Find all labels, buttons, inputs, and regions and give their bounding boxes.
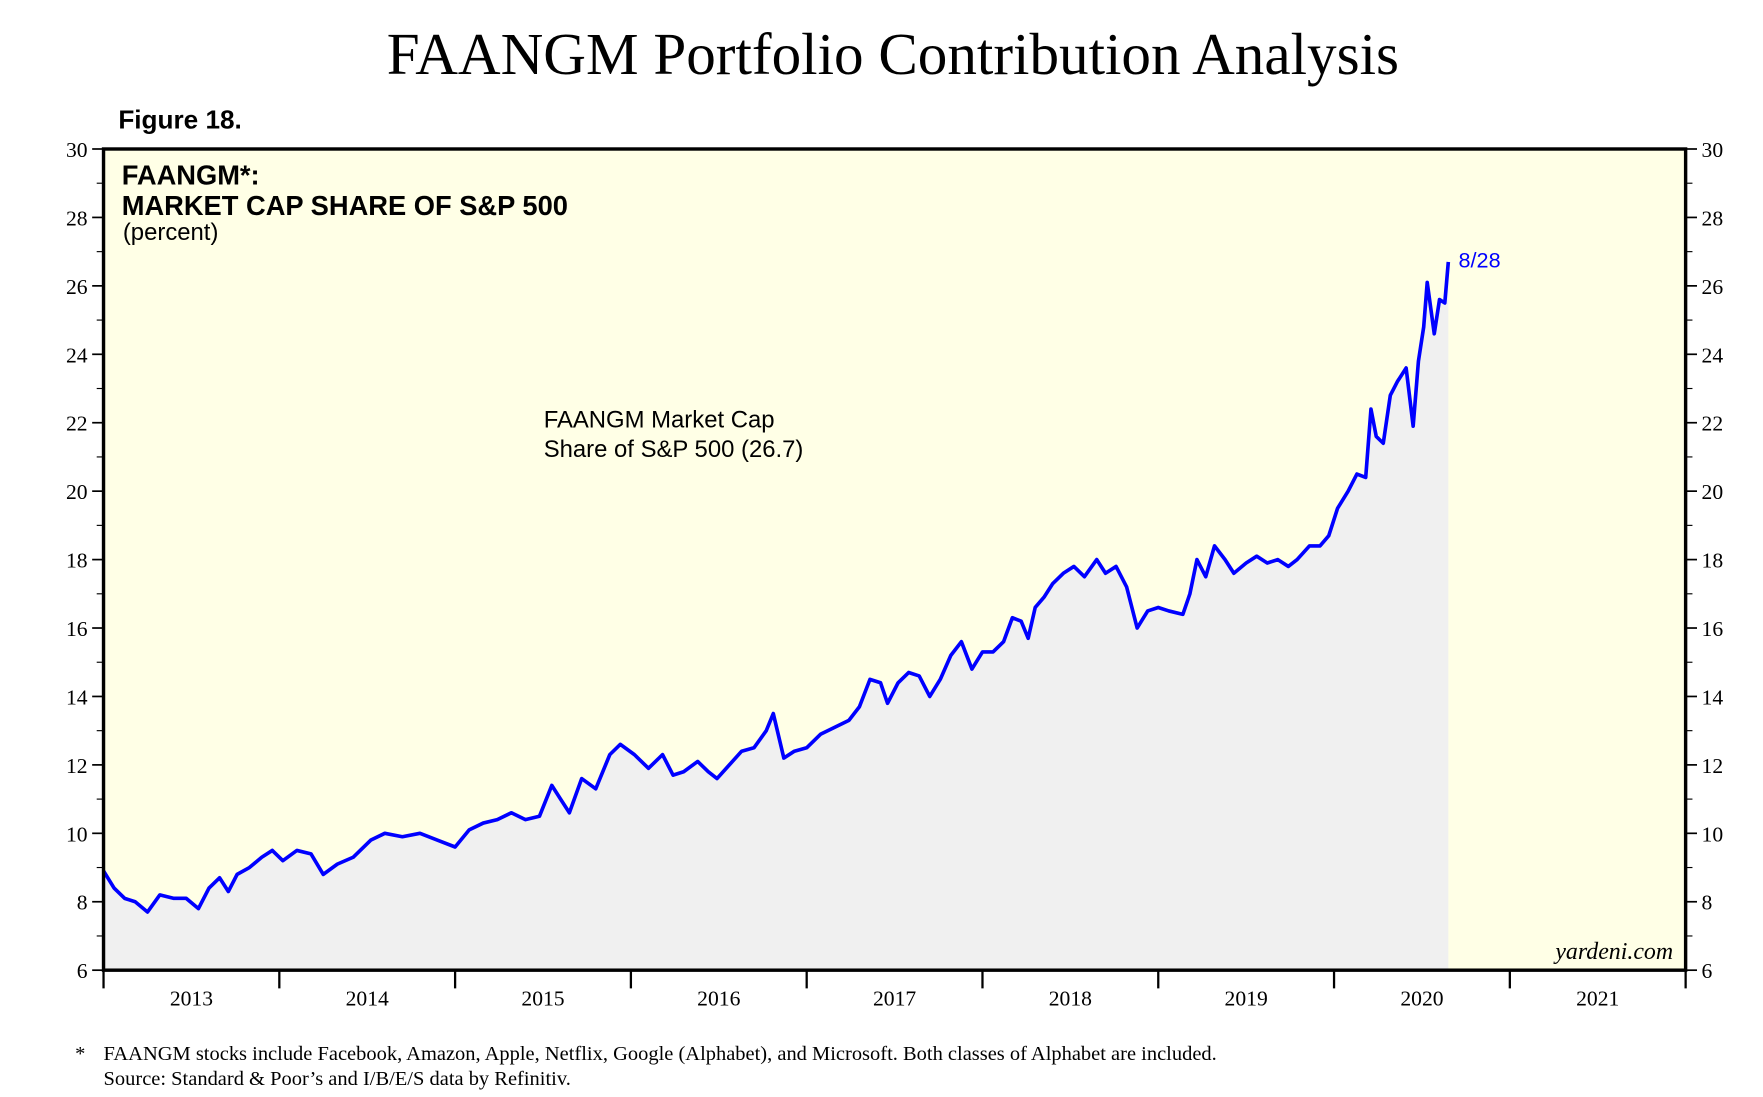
- y2-tick-label: 24: [1702, 343, 1724, 367]
- y-tick-label: 8: [77, 891, 88, 915]
- y-tick-label: 28: [66, 206, 88, 230]
- x-tick-label: 2016: [697, 986, 740, 1010]
- y2-tick-label: 12: [1702, 754, 1724, 778]
- y2-tick-label: 20: [1702, 480, 1724, 504]
- y-tick-label: 24: [66, 343, 88, 367]
- y2-tick-label: 18: [1702, 549, 1724, 573]
- y2-tick-label: 6: [1702, 959, 1713, 983]
- y-tick-label: 26: [66, 275, 88, 299]
- footnote-mark: *: [75, 1043, 85, 1065]
- line: [101, 261, 1451, 914]
- x-tick-label: 2019: [1225, 986, 1268, 1010]
- area: [103, 261, 1449, 971]
- y-tick-label: 16: [66, 617, 88, 641]
- x-tick-label: 2017: [873, 986, 916, 1010]
- y-tick-label: 30: [66, 138, 88, 162]
- y-tick-label: 22: [66, 412, 88, 436]
- x-tick-label: 2013: [170, 986, 213, 1010]
- heading: FAANGM*:: [122, 159, 260, 190]
- y2-tick-label: 22: [1702, 412, 1724, 436]
- y2-tick-label: 16: [1702, 617, 1724, 641]
- y-tick-label: 18: [66, 549, 88, 573]
- y2-tick-label: 10: [1702, 822, 1724, 846]
- y-tick-label: 6: [77, 959, 88, 983]
- x-tick-label: 2015: [521, 986, 564, 1010]
- x-tick-label: 2018: [1049, 986, 1092, 1010]
- y2-tick-label: 14: [1702, 685, 1724, 709]
- x-tick-label: 2020: [1400, 986, 1443, 1010]
- y-tick-label: 20: [66, 480, 88, 504]
- series-label: FAANGM Market Cap: [544, 407, 775, 434]
- y2-tick-label: 8: [1702, 891, 1713, 915]
- y2-tick-label: 30: [1702, 138, 1724, 162]
- footnote: Source: Standard & Poor’s and I/B/E/S da…: [104, 1068, 571, 1090]
- heading: MARKET CAP SHARE OF S&P 500: [122, 190, 568, 221]
- x-tick-label: 2014: [346, 986, 389, 1010]
- end-label: 8/28: [1459, 248, 1501, 273]
- footnote: FAANGM stocks include Facebook, Amazon, …: [104, 1043, 1217, 1065]
- series-label: Share of S&P 500 (26.7): [544, 436, 804, 463]
- figure-label: Figure 18.: [118, 105, 241, 135]
- y-tick-label: 12: [66, 754, 88, 778]
- watermark: yardeni.com: [1553, 939, 1673, 965]
- x-tick-label: 2021: [1576, 986, 1619, 1010]
- y-tick-label: 14: [66, 685, 88, 709]
- chart-title: FAANGM Portfolio Contribution Analysis: [387, 21, 1399, 87]
- y2-tick-label: 28: [1702, 206, 1724, 230]
- y2-tick-label: 26: [1702, 275, 1724, 299]
- unit-label: (percent): [123, 219, 219, 246]
- y-tick-label: 10: [66, 822, 88, 846]
